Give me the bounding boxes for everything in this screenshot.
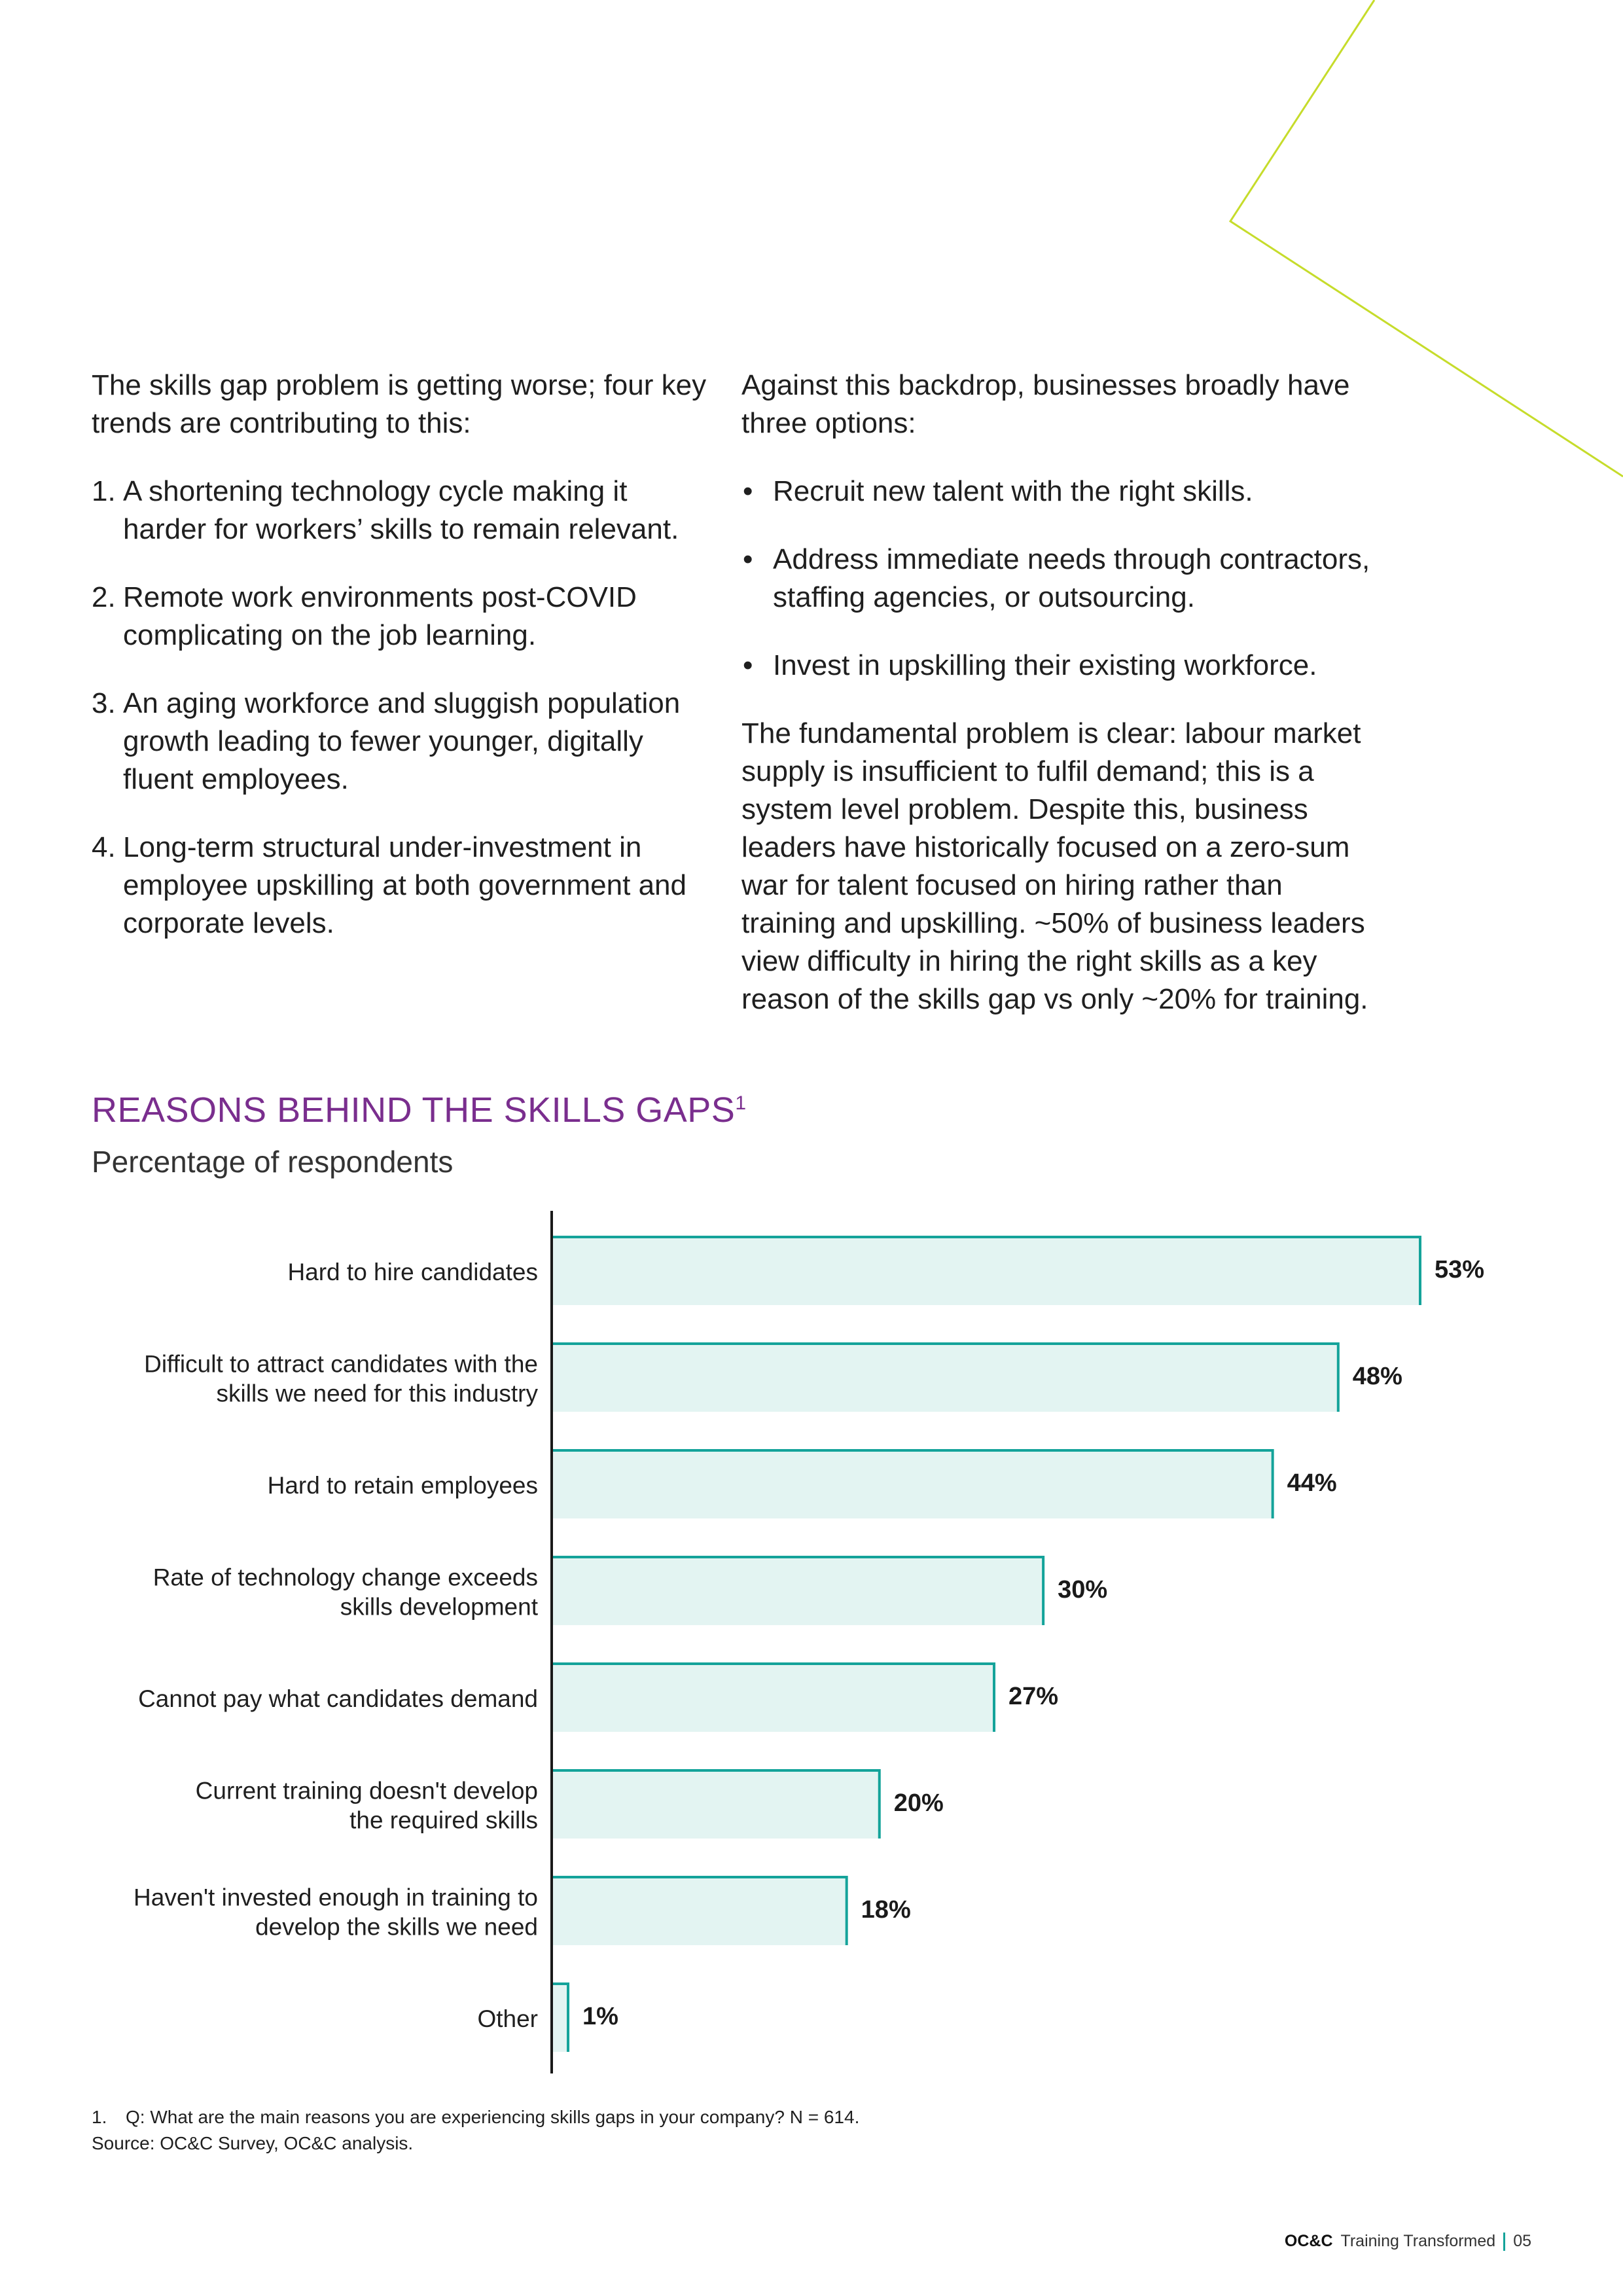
category-label: the required skills [349,1807,538,1834]
footer-divider [1503,2232,1506,2251]
bar-outline [552,1876,848,1945]
data-label: 27% [1008,1683,1058,1710]
bar [552,1770,880,1839]
category-label: skills we need for this industry [217,1380,539,1407]
bar-outline [552,1556,1045,1625]
left-column: The skills gap problem is getting worse;… [92,367,707,973]
trends-list: 1. A shortening technology cycle making i… [92,473,707,942]
bullet-icon: • [743,649,753,681]
bar-outline [552,1449,1274,1518]
page-number: 05 [1513,2232,1531,2250]
brand-logo: OC&C [1284,2232,1333,2250]
list-item: • Recruit new talent with the right skill… [741,473,1383,511]
right-column: Against this backdrop, businesses broadl… [741,367,1383,1018]
chart-subtitle: Percentage of respondents [92,1145,454,1179]
footnote-question: 1. Q: What are the main reasons you are e… [92,2107,860,2127]
list-item: • Address immediate needs through contrac… [741,541,1383,617]
bar-outline [552,1662,996,1732]
bar [552,1344,1338,1412]
bullet-icon: • [743,475,753,507]
data-label: 53% [1435,1256,1484,1283]
data-label: 20% [894,1789,944,1817]
category-label: Current training doesn't develop [196,1778,538,1804]
bar [552,1984,569,2052]
document-title: Training Transformed [1340,2232,1496,2250]
bar-chart: 53% Hard to hire candidates 48% Difficult t… [134,1211,1484,2073]
list-item: 1. A shortening technology cycle making i… [92,475,679,545]
list-item: 4. Long-term structural under-investment … [92,831,687,939]
category-label: Cannot pay what candidates demand [138,1685,538,1712]
footnotes: 1. Q: What are the main reasons you are e… [92,2104,859,2157]
bar [552,1877,847,1945]
category-label: Other [477,2005,538,2032]
data-label: 48% [1353,1363,1402,1390]
category-label: develop the skills we need [255,1914,538,1941]
options-list: • Recruit new talent with the right skill… [741,473,1383,685]
bar [552,1237,1420,1305]
left-intro: The skills gap problem is getting worse;… [92,369,707,439]
bar-outline [552,1769,881,1839]
bar [552,1450,1273,1518]
footnote-source: Source: OC&C Survey, OC&C analysis. [92,2133,414,2153]
list-item: • Invest in upskilling their existing wor… [741,647,1383,685]
data-label: 30% [1058,1576,1107,1604]
list-item: 3. An aging workforce and sluggish popula… [92,687,681,795]
data-label: 18% [861,1896,911,1924]
bullet-icon: • [743,543,753,575]
data-label: 1% [582,2003,618,2030]
footnote-marker: 1 [735,1092,747,1114]
list-item: 2. Remote work environments post-COVID co… [92,581,637,651]
category-label: Hard to retain employees [268,1472,538,1499]
bar [552,1557,1044,1625]
category-label: Haven't invested enough in training to [134,1884,538,1911]
data-label: 44% [1287,1469,1337,1497]
bar-outline [552,1342,1340,1412]
conclusion-paragraph: The fundamental problem is clear: labour… [741,717,1368,1015]
page-footer: OC&C Training Transformed 05 [1285,2232,1531,2251]
bar-outline [552,1982,570,2052]
chart-title: REASONS BEHIND THE SKILLS GAPS1 [92,1090,747,1130]
category-label: Hard to hire candidates [287,1259,538,1285]
bar-outline [552,1236,1421,1305]
category-label: Rate of technology change exceeds [153,1564,538,1591]
bar [552,1664,995,1732]
right-intro: Against this backdrop, businesses broadl… [741,369,1350,439]
corner-accent-lines [1228,0,1623,478]
category-label: Difficult to attract candidates with the [144,1351,538,1378]
category-label: skills development [340,1594,539,1621]
